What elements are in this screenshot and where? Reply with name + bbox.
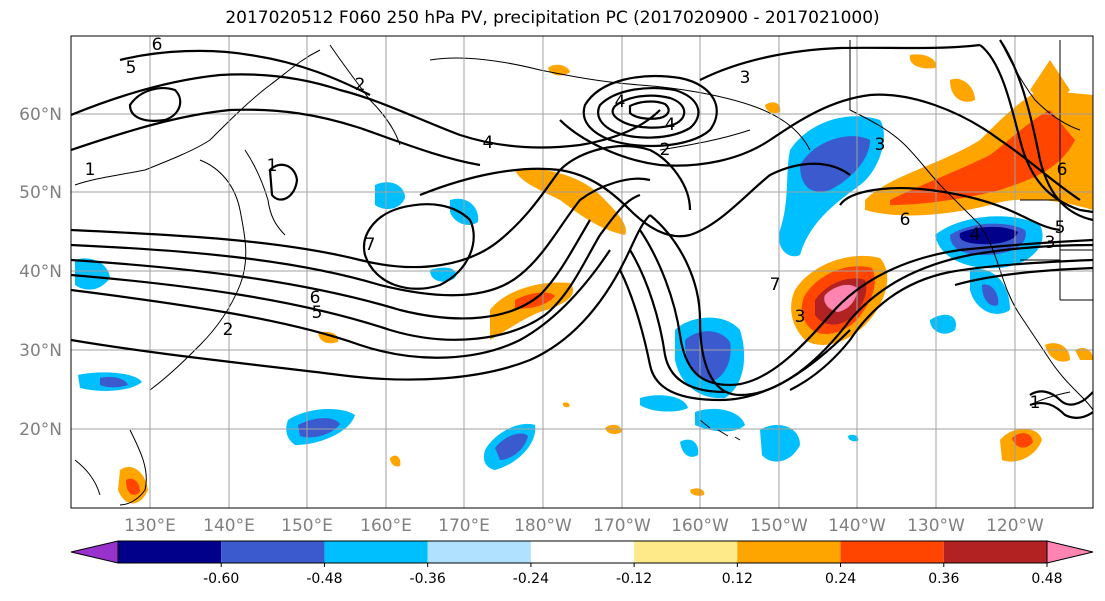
longitude-tick-label: 150°W	[750, 516, 808, 536]
contour-label: 4	[483, 133, 494, 153]
lat-lon-gridlines	[71, 36, 1093, 508]
colorbar-segment	[221, 541, 325, 563]
colorbar-tick-label: -0.48	[306, 571, 342, 587]
longitude-tick-label: 120°W	[986, 516, 1044, 536]
longitude-tick-label: 140°E	[203, 516, 255, 536]
contour-label: 2	[660, 140, 671, 160]
pv-contours	[71, 39, 1093, 419]
latitude-tick-label: 50°N	[19, 183, 62, 203]
contour-label: 7	[770, 275, 781, 295]
colorbar-tick-label: -0.60	[203, 571, 239, 587]
longitude-tick-label: 170°W	[593, 516, 651, 536]
map-frame	[70, 35, 1094, 509]
colorbar-tick-label: -0.24	[513, 571, 549, 587]
contour-label: 3	[875, 135, 886, 155]
longitude-tick-label: 160°E	[360, 516, 412, 536]
contour-label: 1	[85, 160, 96, 180]
colorbar-tick-label: 0.48	[1031, 571, 1062, 587]
contour-label: 6	[152, 35, 163, 55]
colorbar-frame	[117, 540, 1048, 564]
colorbar-segment	[324, 541, 428, 563]
longitude-tick-label: 180°W	[514, 516, 572, 536]
colorbar-extend-max	[1046, 540, 1094, 564]
colorbar-segment	[427, 541, 531, 563]
contour-label: 5	[1055, 218, 1066, 238]
contour-label: 5	[312, 303, 323, 323]
map-title: 2017020512 F060 250 hPa PV, precipitatio…	[225, 8, 880, 28]
latitude-tick-label: 30°N	[19, 341, 62, 361]
longitude-tick-label: 160°W	[671, 516, 729, 536]
longitude-tick-label: 140°W	[828, 516, 886, 536]
colorbar-tick-label: 0.12	[722, 571, 753, 587]
longitude-tick-label: 170°E	[438, 516, 490, 536]
contour-label: 1	[1030, 393, 1041, 413]
longitude-tick-label: 150°E	[281, 516, 333, 536]
longitude-labels: 130°E 140°E 150°E 160°E 170°E 180°W 170°W 160°W…	[124, 516, 1044, 536]
contour-label: 7	[365, 235, 376, 255]
longitude-tick-label: 130°W	[907, 516, 965, 536]
coastlines	[74, 39, 1093, 506]
colorbar-segment	[737, 541, 841, 563]
colorbar-segment	[943, 541, 1047, 563]
contour-label: 3	[795, 307, 806, 327]
contour-label: 4	[665, 115, 676, 135]
contour-label: 3	[1045, 233, 1056, 253]
latitude-tick-label: 20°N	[19, 420, 62, 440]
latitude-tick-label: 40°N	[19, 262, 62, 282]
colorbar-tick-label: -0.12	[616, 571, 652, 587]
contour-label: 1	[267, 156, 278, 176]
colorbar-extend-min	[70, 540, 119, 564]
colorbar-segment	[118, 541, 222, 563]
colorbar-segment	[840, 541, 944, 563]
colorbar-segment	[530, 541, 635, 563]
contour-label: 3	[740, 68, 751, 88]
longitude-tick-label: 130°E	[124, 516, 176, 536]
contour-label: 6	[1057, 160, 1068, 180]
colorbar-tick-label: 0.24	[825, 571, 856, 587]
contour-label: 4	[970, 225, 981, 245]
colorbar: -0.60 -0.48 -0.36 -0.24 -0.12 0.12 0.24 0.36 0.4…	[70, 540, 1094, 587]
contour-label: 5	[126, 58, 137, 78]
latitude-labels: 20°N 30°N 40°N 50°N 60°N	[19, 105, 62, 440]
contour-label: 6	[900, 210, 911, 230]
latitude-tick-label: 60°N	[19, 105, 62, 125]
contour-label: 2	[223, 320, 234, 340]
colorbar-tick-label: -0.36	[410, 571, 446, 587]
contour-label: 6	[310, 288, 321, 308]
colorbar-tick-label: 0.36	[928, 571, 959, 587]
contour-label: 4	[615, 92, 626, 112]
contour-label: 2	[355, 75, 366, 95]
colorbar-segment	[634, 541, 738, 563]
